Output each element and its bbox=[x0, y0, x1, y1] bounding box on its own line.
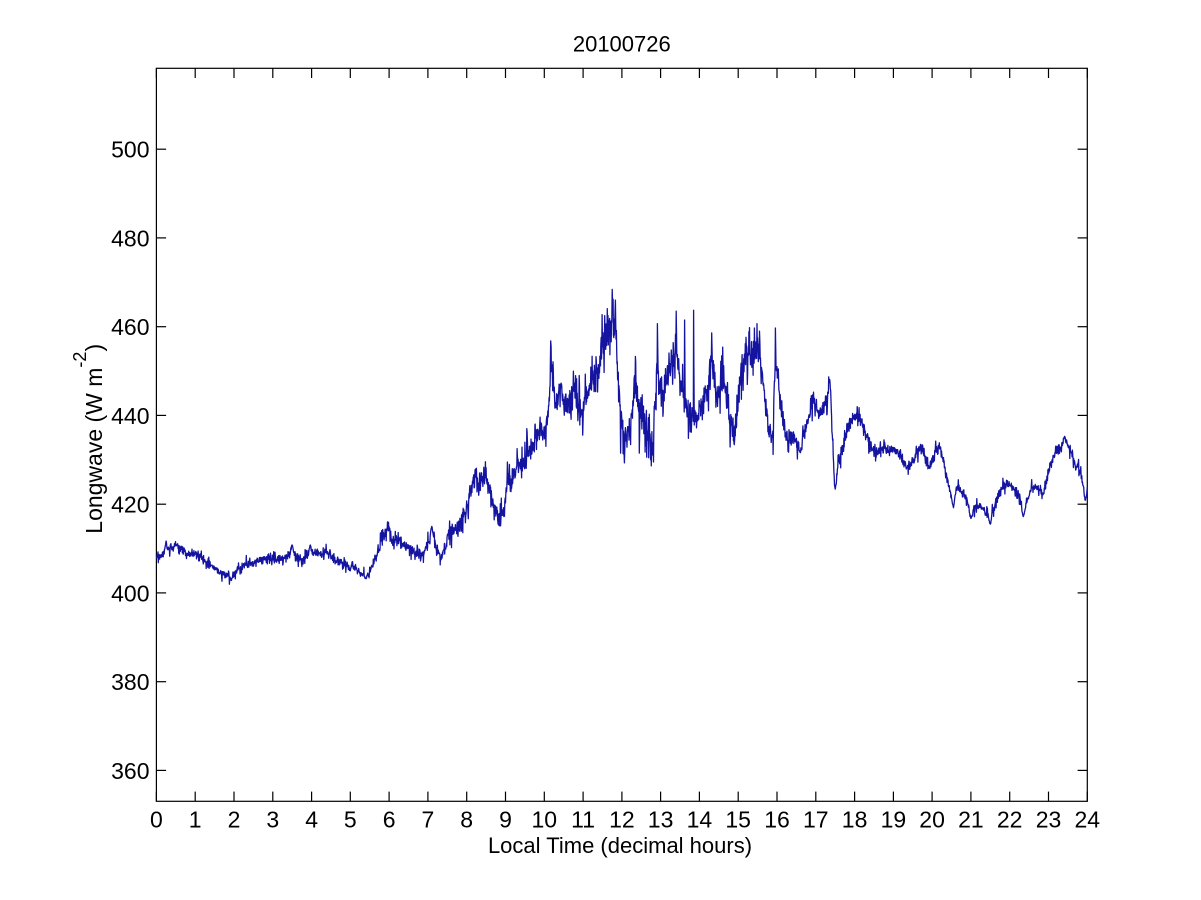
svg-text:20100726: 20100726 bbox=[573, 32, 671, 57]
svg-text:12: 12 bbox=[609, 807, 635, 833]
svg-text:4: 4 bbox=[305, 807, 318, 833]
svg-text:18: 18 bbox=[842, 807, 868, 833]
svg-text:360: 360 bbox=[111, 758, 149, 784]
svg-text:15: 15 bbox=[725, 807, 751, 833]
svg-text:10: 10 bbox=[532, 807, 558, 833]
svg-text:9: 9 bbox=[499, 807, 512, 833]
svg-text:11: 11 bbox=[571, 807, 595, 833]
svg-text:17: 17 bbox=[803, 807, 829, 833]
svg-text:0: 0 bbox=[150, 807, 163, 833]
svg-text:13: 13 bbox=[648, 807, 674, 833]
svg-text:20: 20 bbox=[919, 807, 945, 833]
svg-text:6: 6 bbox=[383, 807, 396, 833]
svg-text:21: 21 bbox=[958, 807, 984, 833]
svg-text:440: 440 bbox=[111, 403, 149, 429]
svg-text:400: 400 bbox=[111, 580, 149, 606]
svg-text:14: 14 bbox=[687, 807, 713, 833]
svg-text:1: 1 bbox=[189, 807, 202, 833]
svg-text:24: 24 bbox=[1075, 807, 1101, 833]
svg-text:7: 7 bbox=[422, 807, 435, 833]
svg-text:8: 8 bbox=[460, 807, 473, 833]
svg-text:Local Time (decimal hours): Local Time (decimal hours) bbox=[488, 833, 752, 858]
svg-text:5: 5 bbox=[344, 807, 357, 833]
svg-text:3: 3 bbox=[266, 807, 279, 833]
svg-text:16: 16 bbox=[764, 807, 790, 833]
svg-text:460: 460 bbox=[111, 314, 149, 340]
svg-text:380: 380 bbox=[111, 669, 149, 695]
svg-text:22: 22 bbox=[997, 807, 1023, 833]
svg-text:Longwave (W m-2): Longwave (W m-2) bbox=[70, 344, 107, 534]
svg-text:500: 500 bbox=[111, 137, 149, 163]
svg-text:480: 480 bbox=[111, 225, 149, 251]
svg-text:2: 2 bbox=[228, 807, 241, 833]
svg-text:19: 19 bbox=[881, 807, 907, 833]
svg-text:420: 420 bbox=[111, 492, 149, 518]
svg-text:23: 23 bbox=[1036, 807, 1062, 833]
